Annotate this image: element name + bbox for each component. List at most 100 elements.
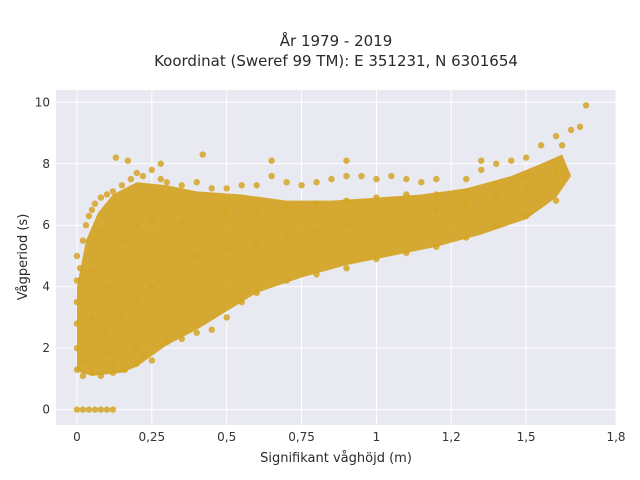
scatter-point bbox=[208, 185, 215, 192]
scatter-point bbox=[552, 132, 560, 140]
scatter-point bbox=[97, 372, 105, 380]
scatter-point bbox=[418, 179, 425, 186]
scatter-point bbox=[103, 351, 111, 358]
scatter-point bbox=[73, 366, 81, 373]
scatter-point bbox=[133, 344, 141, 352]
scatter-point bbox=[493, 160, 500, 167]
scatter-point bbox=[79, 237, 87, 244]
scatter-point bbox=[163, 338, 171, 346]
scatter-point bbox=[118, 182, 126, 189]
scatter-point bbox=[79, 372, 87, 380]
scatter-point bbox=[208, 326, 215, 333]
scatter-point bbox=[85, 212, 93, 220]
scatter-point bbox=[576, 123, 584, 131]
scatter-point bbox=[163, 179, 171, 186]
scatter-point bbox=[433, 206, 440, 214]
scatter-point bbox=[433, 175, 440, 183]
scatter-point bbox=[109, 360, 117, 367]
scatter-point bbox=[522, 212, 530, 220]
scatter-point bbox=[79, 406, 87, 413]
scatter-point bbox=[268, 157, 275, 164]
scatter-point bbox=[373, 218, 380, 226]
scatter-point bbox=[358, 172, 365, 180]
scatter-point bbox=[582, 102, 590, 109]
scatter-point bbox=[283, 277, 290, 284]
scatter-point bbox=[148, 283, 156, 290]
y-tick-label: 4 bbox=[42, 280, 50, 294]
data-points bbox=[73, 102, 590, 413]
scatter-point bbox=[178, 218, 185, 226]
scatter-point bbox=[178, 182, 185, 189]
scatter-point bbox=[253, 240, 260, 247]
scatter-point bbox=[253, 206, 260, 214]
scatter-point bbox=[73, 298, 81, 306]
scatter-point bbox=[268, 172, 275, 180]
scatter-point bbox=[163, 268, 171, 275]
scatter-point bbox=[88, 206, 96, 214]
chart-title-line-1: År 1979 - 2019 bbox=[280, 31, 393, 50]
x-axis-ticks: 0 0,25 0,5 0,75 1 1,2 1,5 1,8 bbox=[73, 430, 625, 444]
scatter-point bbox=[373, 194, 380, 201]
y-tick-label: 8 bbox=[42, 157, 50, 171]
scatter-point bbox=[118, 314, 126, 321]
scatter-point bbox=[253, 289, 260, 297]
scatter-point bbox=[283, 234, 290, 241]
x-tick-label: 1,2 bbox=[442, 430, 461, 444]
scatter-point bbox=[124, 157, 132, 164]
scatter-point bbox=[76, 265, 84, 272]
scatter-point bbox=[97, 406, 105, 413]
scatter-point bbox=[433, 243, 440, 250]
y-tick-label: 6 bbox=[42, 218, 50, 232]
scatter-point bbox=[157, 160, 165, 167]
scatter-point bbox=[223, 185, 230, 192]
scatter-point bbox=[103, 283, 111, 290]
scatter-point bbox=[328, 175, 335, 183]
scatter-point bbox=[91, 406, 99, 413]
scatter-point bbox=[148, 215, 156, 223]
scatter-point bbox=[88, 369, 96, 376]
scatter-point bbox=[558, 142, 566, 149]
scatter-point bbox=[199, 151, 206, 158]
scatter-point bbox=[507, 157, 515, 164]
scatter-point bbox=[73, 344, 81, 352]
scatter-point bbox=[403, 249, 410, 257]
scatter-point bbox=[403, 175, 410, 183]
scatter-point bbox=[148, 166, 156, 174]
scatter-point bbox=[478, 166, 485, 174]
x-axis-title: Signifikant våghöjd (m) bbox=[260, 451, 412, 466]
scatter-point bbox=[493, 222, 500, 229]
x-tick-label: 1 bbox=[373, 430, 381, 444]
scatter-point bbox=[463, 234, 470, 241]
x-tick-label: 0,25 bbox=[138, 430, 165, 444]
scatter-point bbox=[223, 314, 230, 321]
scatter-point bbox=[463, 188, 470, 195]
scatter-point bbox=[91, 200, 99, 207]
scatter-point bbox=[343, 222, 350, 229]
scatter-point bbox=[283, 179, 290, 186]
y-tick-label: 2 bbox=[42, 341, 50, 355]
scatter-point bbox=[343, 172, 350, 180]
scatter-point bbox=[109, 406, 117, 413]
scatter-point bbox=[463, 175, 470, 183]
scatter-point bbox=[73, 277, 81, 284]
scatter-point bbox=[403, 212, 410, 220]
scatter-point bbox=[238, 298, 245, 306]
scatter-point bbox=[522, 185, 530, 192]
scatter-point bbox=[343, 197, 350, 204]
scatter-point bbox=[121, 366, 129, 373]
y-tick-label: 10 bbox=[35, 95, 50, 109]
scatter-point bbox=[313, 200, 320, 207]
y-axis-title: Vågperiod (s) bbox=[16, 214, 31, 301]
scatter-point bbox=[253, 182, 260, 189]
scatter-point bbox=[109, 369, 117, 376]
chart-title-line-2: Koordinat (Sweref 99 TM): E 351231, N 63… bbox=[154, 52, 518, 70]
scatter-point bbox=[73, 252, 81, 260]
scatter-point bbox=[133, 360, 141, 367]
scatter-point bbox=[133, 222, 141, 229]
scatter-point bbox=[178, 335, 185, 343]
scatter-point bbox=[88, 268, 96, 275]
scatter-point bbox=[313, 179, 320, 186]
scatter-point bbox=[298, 182, 305, 189]
scatter-point bbox=[139, 172, 147, 180]
